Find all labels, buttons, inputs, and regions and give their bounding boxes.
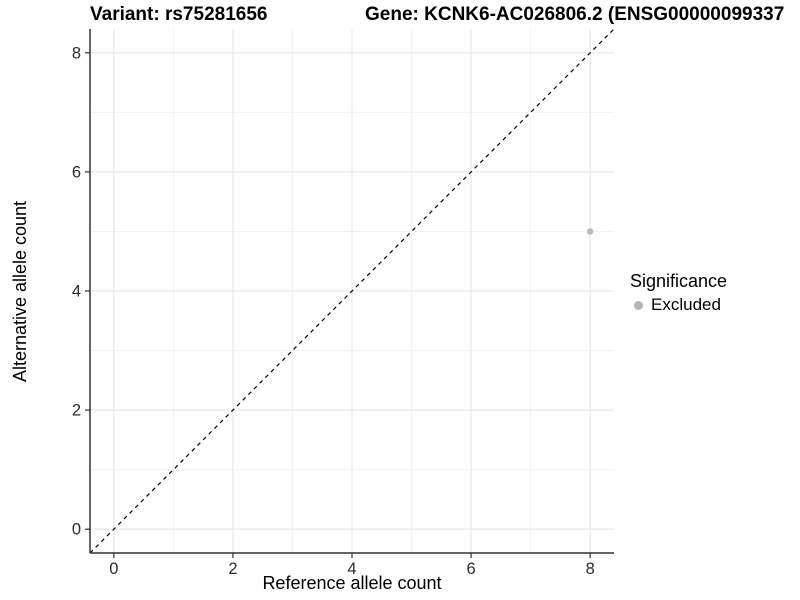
identity-dashed-line (89, 28, 615, 554)
y-axis-title: Alternative allele count (10, 200, 31, 382)
legend: Significance Excluded (630, 270, 727, 315)
y-tick-label: 0 (72, 521, 81, 539)
x-tick-label: 0 (109, 560, 118, 578)
y-tick-label: 6 (72, 163, 81, 181)
legend-item-label: Excluded (651, 295, 721, 314)
legend-point-icon (634, 300, 643, 310)
x-tick-label: 6 (466, 560, 475, 578)
legend-title: Significance (630, 271, 728, 291)
plot-title-gene: Gene: KCNK6-AC026806.2 (ENSG00000099337 (365, 4, 785, 25)
y-tick-label: 8 (72, 44, 81, 62)
y-tick-label: 2 (72, 402, 81, 420)
y-axis-title-box: Alternative allele count (0, 29, 42, 553)
data-point (586, 228, 594, 235)
plot-title-variant: Variant: rs75281656 (90, 4, 268, 25)
x-tick-label: 4 (347, 560, 356, 578)
y-tick-label: 4 (72, 283, 81, 301)
x-tick-label: 2 (228, 560, 237, 578)
x-axis-title: Reference allele count (262, 573, 442, 593)
legend-item-excluded: Excluded (630, 295, 727, 315)
x-tick-label: 8 (586, 560, 595, 578)
